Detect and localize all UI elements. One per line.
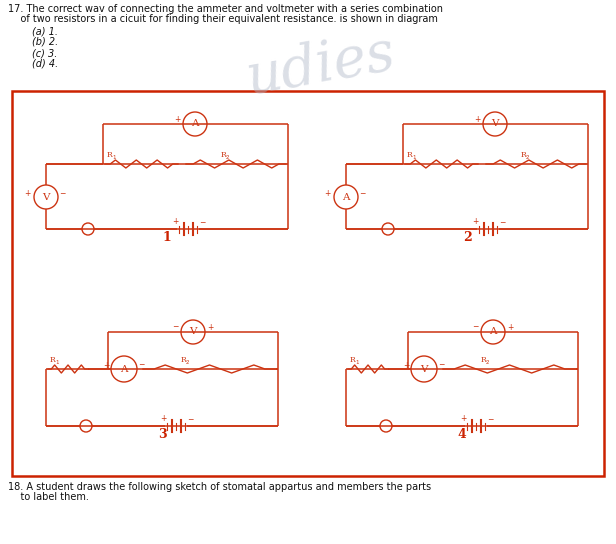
Text: 1: 1: [55, 360, 59, 365]
Text: +: +: [472, 217, 478, 226]
Text: 18. A student draws the following sketch of stomatal appartus and members the pa: 18. A student draws the following sketch…: [8, 482, 431, 492]
Text: −: −: [438, 361, 444, 369]
Text: −: −: [172, 323, 179, 331]
Text: (a) 1.: (a) 1.: [32, 26, 58, 36]
Text: V: V: [491, 120, 499, 128]
Text: 2: 2: [526, 155, 530, 160]
Text: R: R: [221, 151, 227, 159]
Text: A: A: [191, 120, 199, 128]
Text: 1: 1: [412, 155, 416, 160]
Text: R: R: [407, 151, 413, 159]
Text: V: V: [43, 193, 50, 201]
Text: 1: 1: [355, 360, 359, 365]
Text: to label them.: to label them.: [8, 492, 89, 502]
Text: 3: 3: [158, 428, 166, 441]
Text: +: +: [103, 361, 110, 369]
Text: udies: udies: [241, 26, 399, 106]
Text: A: A: [489, 327, 496, 337]
Text: +: +: [507, 323, 513, 331]
Text: +: +: [460, 414, 466, 423]
Text: −: −: [59, 189, 65, 199]
Text: R: R: [481, 356, 487, 364]
Bar: [12, 91, 604, 476]
Text: (d) 4.: (d) 4.: [32, 59, 59, 69]
Text: +: +: [474, 114, 481, 123]
Text: 1: 1: [163, 231, 171, 244]
Text: (c) 3.: (c) 3.: [32, 48, 57, 58]
Text: 2: 2: [226, 155, 230, 160]
Text: +: +: [25, 189, 31, 197]
Text: −: −: [199, 218, 205, 227]
Text: −: −: [499, 218, 505, 227]
Text: R: R: [350, 356, 356, 364]
Text: R: R: [107, 151, 113, 159]
Text: V: V: [420, 364, 428, 374]
Text: +: +: [174, 114, 181, 123]
Text: 1: 1: [112, 155, 116, 160]
Text: 17. The correct wav of connecting the ammeter and voltmeter with a series combin: 17. The correct wav of connecting the am…: [8, 4, 443, 14]
Text: −: −: [138, 361, 144, 369]
Text: of two resistors in a cicuit for finding their equivalent resistance. is shown i: of two resistors in a cicuit for finding…: [8, 14, 438, 24]
Text: +: +: [160, 414, 166, 423]
Text: −: −: [487, 415, 493, 424]
Text: R: R: [181, 356, 187, 364]
Text: −: −: [359, 189, 365, 199]
Text: (b) 2.: (b) 2.: [32, 37, 59, 47]
Text: −: −: [472, 323, 479, 331]
Text: +: +: [403, 361, 410, 369]
Text: A: A: [342, 193, 350, 201]
Text: +: +: [172, 217, 178, 226]
Text: R: R: [50, 356, 56, 364]
Text: A: A: [120, 364, 128, 374]
Text: 2: 2: [186, 360, 190, 365]
Text: +: +: [207, 323, 213, 331]
Text: 4: 4: [458, 428, 466, 441]
Text: −: −: [187, 415, 193, 424]
Text: 2: 2: [463, 231, 471, 244]
Text: V: V: [189, 327, 197, 337]
Text: 2: 2: [486, 360, 490, 365]
Text: +: +: [325, 189, 331, 197]
Text: R: R: [521, 151, 527, 159]
